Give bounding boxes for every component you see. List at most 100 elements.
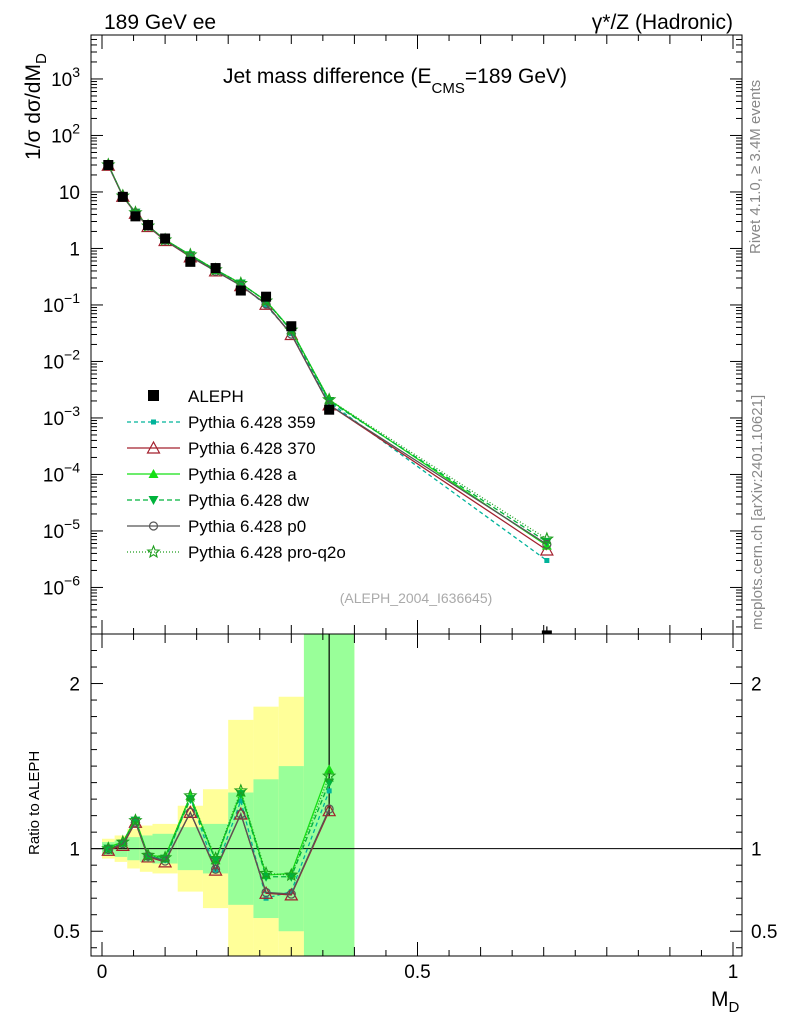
- data-point: [160, 233, 171, 244]
- ratio-series-marker: [238, 798, 244, 804]
- source-label: mcplots.cern.ch [arXiv:2401.10621]: [749, 395, 766, 630]
- chart-title-tail: =189 GeV): [465, 65, 567, 88]
- legend-label: ALEPH: [188, 387, 244, 406]
- chart-title-sub: CMS: [432, 80, 465, 97]
- ratio-series-marker: [236, 809, 246, 819]
- ratio-series-marker: [183, 788, 198, 802]
- ratio-series-marker: [288, 889, 294, 895]
- main-series-group: [101, 157, 554, 635]
- main-series-line: [107, 164, 548, 540]
- ratio-series-marker: [130, 817, 141, 827]
- ratio-series-marker: [326, 788, 332, 794]
- ratio-series-line: [108, 808, 330, 895]
- ratio-y-tick-label-left: 2: [69, 675, 80, 696]
- x-tick-label: 1: [728, 962, 739, 983]
- legend-label: Pythia 6.428 a: [188, 465, 297, 484]
- legend-label: Pythia 6.428 370: [188, 439, 316, 458]
- chart-title: Jet mass difference (ECMS=189 GeV): [223, 65, 567, 97]
- main-y-tick-label: 10−1: [43, 290, 80, 317]
- legend-label: Pythia 6.428 359: [188, 413, 316, 432]
- ratio-y-tick-label-right: 1: [751, 840, 762, 861]
- ratio-axis-label: Ratio to ALEPH: [26, 751, 43, 855]
- legend-marker: [148, 521, 159, 531]
- x-axis-label-sub: D: [729, 999, 740, 1016]
- x-tick-label: 0.5: [404, 962, 430, 983]
- ratio-series-group: [101, 634, 337, 901]
- legend-label: Pythia 6.428 p0: [188, 517, 306, 536]
- main-series-line: [107, 164, 548, 545]
- ratio-series-marker: [286, 889, 296, 899]
- ratio-series-marker: [157, 850, 173, 864]
- ratio-series-marker: [185, 807, 195, 817]
- data-point: [185, 256, 196, 267]
- main-series-line: [107, 164, 548, 547]
- main-y-tick-label: 10−2: [43, 346, 80, 373]
- legend-marker: [146, 544, 161, 559]
- ratio-y-tick-label-left: 0.5: [54, 922, 80, 943]
- legend-marker: [146, 440, 161, 454]
- x-tick-label: 0: [97, 962, 108, 983]
- data-point: [261, 291, 272, 302]
- ratio-series-marker: [284, 867, 299, 882]
- ratio-uncertainty-bands: [102, 634, 355, 956]
- data-point: [130, 211, 141, 222]
- data-point: [324, 404, 335, 415]
- ratio-axis-ticks: 0.5 0.5 1 1 2 2 0 0.5 1: [54, 634, 777, 983]
- ratio-series-marker: [322, 803, 337, 817]
- ratio-series-marker: [160, 856, 170, 866]
- ratio-y-tick-label-right: 0.5: [751, 922, 777, 943]
- ratio-y-tick-label-left: 1: [69, 840, 80, 861]
- x-axis-label: MD: [711, 988, 740, 1016]
- ratio-series-marker: [322, 768, 337, 783]
- data-point: [235, 285, 246, 296]
- y-axis-label-main: 1/σ dσ/dM: [22, 64, 45, 160]
- data-point: [143, 220, 154, 231]
- data-point: [103, 160, 114, 171]
- data-point: [210, 263, 221, 274]
- header-left-label: 189 GeV ee: [104, 11, 216, 34]
- main-y-tick-label: 10: [59, 183, 80, 204]
- ratio-series-marker: [233, 783, 248, 797]
- legend-marker-aleph: [148, 390, 159, 401]
- ratio-series-marker: [210, 864, 221, 874]
- main-y-tick-label: 1: [69, 239, 80, 260]
- main-series-line: [107, 165, 548, 551]
- ratio-series-marker: [115, 834, 130, 849]
- main-y-tick-label: 10−5: [43, 516, 80, 543]
- y-axis-label: 1/σ dσ/dMD: [22, 53, 50, 160]
- chart-title-main: Jet mass difference (E: [223, 65, 432, 88]
- ratio-y-tick-label-right: 2: [751, 675, 762, 696]
- ratio-series-marker: [258, 865, 274, 880]
- ratio-series-marker: [233, 806, 248, 820]
- main-series-marker: [544, 557, 550, 563]
- x-axis-label-main: M: [711, 988, 729, 1011]
- ratio-series-marker: [101, 841, 116, 855]
- main-series-marker: [539, 531, 554, 546]
- y-axis-label-sub: D: [33, 53, 50, 64]
- legend-label: Pythia 6.428 dw: [188, 491, 310, 510]
- legend-marker: [148, 496, 159, 505]
- analysis-watermark: (ALEPH_2004_I636645): [340, 590, 493, 606]
- main-y-tick-label: 10−4: [43, 459, 80, 486]
- main-series-line: [107, 164, 548, 543]
- ratio-series-marker: [128, 813, 143, 827]
- legend-marker: [148, 469, 159, 478]
- data-point: [286, 321, 297, 332]
- main-series-marker: [322, 392, 337, 406]
- ratio-plot-frame: [90, 633, 743, 957]
- ratio-series-marker: [140, 847, 156, 862]
- ratio-series-marker: [183, 805, 198, 818]
- main-y-tick-label: 103: [51, 64, 80, 91]
- data-point: [117, 191, 128, 202]
- rivet-version-label: Rivet 4.1.0, ≥ 3.4M events: [747, 80, 764, 254]
- main-y-tick-label: 10−6: [43, 572, 80, 599]
- ratio-series-marker: [208, 862, 223, 876]
- ratio-series-marker: [208, 851, 223, 865]
- ratio-series-marker: [261, 887, 271, 898]
- header-right-label: γ*/Z (Hadronic): [592, 11, 733, 34]
- main-y-tick-label: 10−3: [43, 403, 80, 430]
- main-axis-ticks: 10−6 10−5 10−4 10−3 10−2 10−1 1 10 102 103: [43, 34, 742, 634]
- legend-marker: [151, 419, 156, 425]
- legend-label: Pythia 6.428 pro-q2o: [188, 543, 346, 562]
